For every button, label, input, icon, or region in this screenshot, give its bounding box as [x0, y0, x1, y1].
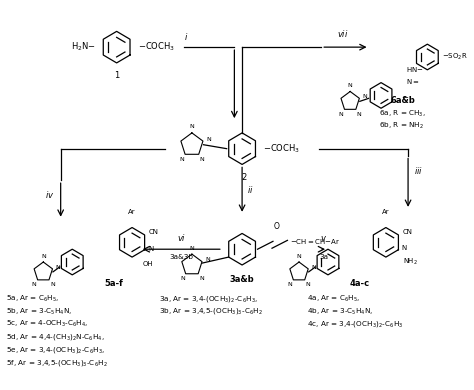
Text: 3a&b: 3a&b	[230, 275, 255, 284]
Text: CN: CN	[148, 229, 158, 236]
Text: $-$CH$=$CH$-$Ar: $-$CH$=$CH$-$Ar	[291, 237, 341, 246]
Text: N: N	[148, 246, 154, 252]
Text: N: N	[190, 246, 194, 251]
Text: $-$: $-$	[401, 91, 410, 100]
Text: $iv$: $iv$	[46, 190, 55, 200]
Text: 3a: 3a	[319, 254, 328, 260]
Text: N: N	[363, 94, 367, 99]
Text: 3a&3b: 3a&3b	[169, 254, 193, 260]
Text: O: O	[274, 222, 280, 232]
Text: 4a-c: 4a-c	[350, 279, 370, 288]
Text: $iii$: $iii$	[414, 165, 423, 176]
Text: OH: OH	[143, 261, 153, 267]
Text: Ar: Ar	[128, 209, 136, 215]
Text: $v$: $v$	[320, 234, 327, 243]
Text: 5d, Ar = 4,4-(CH$_3$)$_2$N-C$_6$H$_4$,: 5d, Ar = 4,4-(CH$_3$)$_2$N-C$_6$H$_4$,	[6, 332, 105, 342]
Text: N: N	[190, 124, 194, 129]
Text: $i$: $i$	[184, 31, 188, 42]
Text: 3b, Ar = 3,4,5-(OCH$_3$)$_3$-C$_6$H$_2$: 3b, Ar = 3,4,5-(OCH$_3$)$_3$-C$_6$H$_2$	[159, 307, 263, 316]
Text: N$=$: N$=$	[406, 77, 420, 86]
Text: N: N	[50, 282, 55, 287]
Text: 6a, R = CH$_3$,: 6a, R = CH$_3$,	[379, 109, 426, 119]
Text: 2: 2	[241, 173, 246, 182]
Text: CN: CN	[402, 229, 412, 236]
Text: HN$-$: HN$-$	[406, 65, 424, 74]
Text: 4b, Ar = 3-C$_5$H$_4$N,: 4b, Ar = 3-C$_5$H$_4$N,	[307, 307, 373, 317]
Text: $-$COCH$_3$: $-$COCH$_3$	[138, 41, 175, 53]
Text: 4a, Ar = C$_6$H$_5$,: 4a, Ar = C$_6$H$_5$,	[307, 294, 360, 304]
Text: N: N	[288, 282, 292, 287]
Text: 6b, R = NH$_2$: 6b, R = NH$_2$	[379, 121, 424, 131]
Text: N: N	[401, 245, 407, 251]
Text: N: N	[205, 257, 210, 262]
Text: N: N	[179, 156, 184, 161]
Text: 6a&b: 6a&b	[391, 96, 416, 105]
Text: $-$COCH$_3$: $-$COCH$_3$	[264, 142, 301, 155]
Text: 5a, Ar = C$_6$H$_5$,: 5a, Ar = C$_6$H$_5$,	[6, 294, 59, 304]
Text: $vii$: $vii$	[337, 28, 348, 39]
Text: N: N	[348, 83, 353, 88]
Text: N: N	[206, 137, 211, 142]
Text: N: N	[200, 156, 204, 161]
Text: N: N	[55, 264, 60, 269]
Text: N: N	[199, 276, 204, 281]
Text: N: N	[32, 282, 36, 287]
Text: 5f, Ar = 3,4,5-(OCH$_3$)$_3$-C$_6$H$_2$: 5f, Ar = 3,4,5-(OCH$_3$)$_3$-C$_6$H$_2$	[6, 358, 107, 368]
Text: $ii$: $ii$	[247, 184, 254, 195]
Text: N: N	[180, 276, 185, 281]
Text: H$_2$N$-$: H$_2$N$-$	[71, 41, 95, 53]
Text: N: N	[357, 112, 362, 117]
Text: $vi$: $vi$	[177, 232, 186, 243]
Text: 5a-f: 5a-f	[104, 279, 123, 288]
Text: 3a, Ar = 3,4-(OCH$_3$)$_2$-C$_6$H$_3$,: 3a, Ar = 3,4-(OCH$_3$)$_2$-C$_6$H$_3$,	[159, 294, 258, 303]
Text: N: N	[339, 112, 344, 117]
Text: 4c, Ar = 3,4-(OCH$_3$)$_2$-C$_6$H$_3$: 4c, Ar = 3,4-(OCH$_3$)$_2$-C$_6$H$_3$	[307, 319, 403, 329]
Text: NH$_2$: NH$_2$	[403, 257, 418, 267]
Text: $-$SO$_2$R: $-$SO$_2$R	[442, 52, 468, 62]
Text: 5b, Ar = 3-C$_5$H$_4$N,: 5b, Ar = 3-C$_5$H$_4$N,	[6, 307, 72, 317]
Text: 5c, Ar = 4-OCH$_3$-C$_6$H$_4$,: 5c, Ar = 4-OCH$_3$-C$_6$H$_4$,	[6, 319, 88, 330]
Text: N: N	[306, 282, 310, 287]
Text: Ar: Ar	[382, 209, 390, 215]
Text: N: N	[41, 254, 46, 259]
Text: 1: 1	[114, 71, 119, 80]
Text: N: N	[311, 264, 316, 269]
Text: 5e, Ar = 3,4-(OCH$_3$)$_2$-C$_6$H$_3$,: 5e, Ar = 3,4-(OCH$_3$)$_2$-C$_6$H$_3$,	[6, 345, 105, 355]
Text: N: N	[297, 254, 301, 259]
